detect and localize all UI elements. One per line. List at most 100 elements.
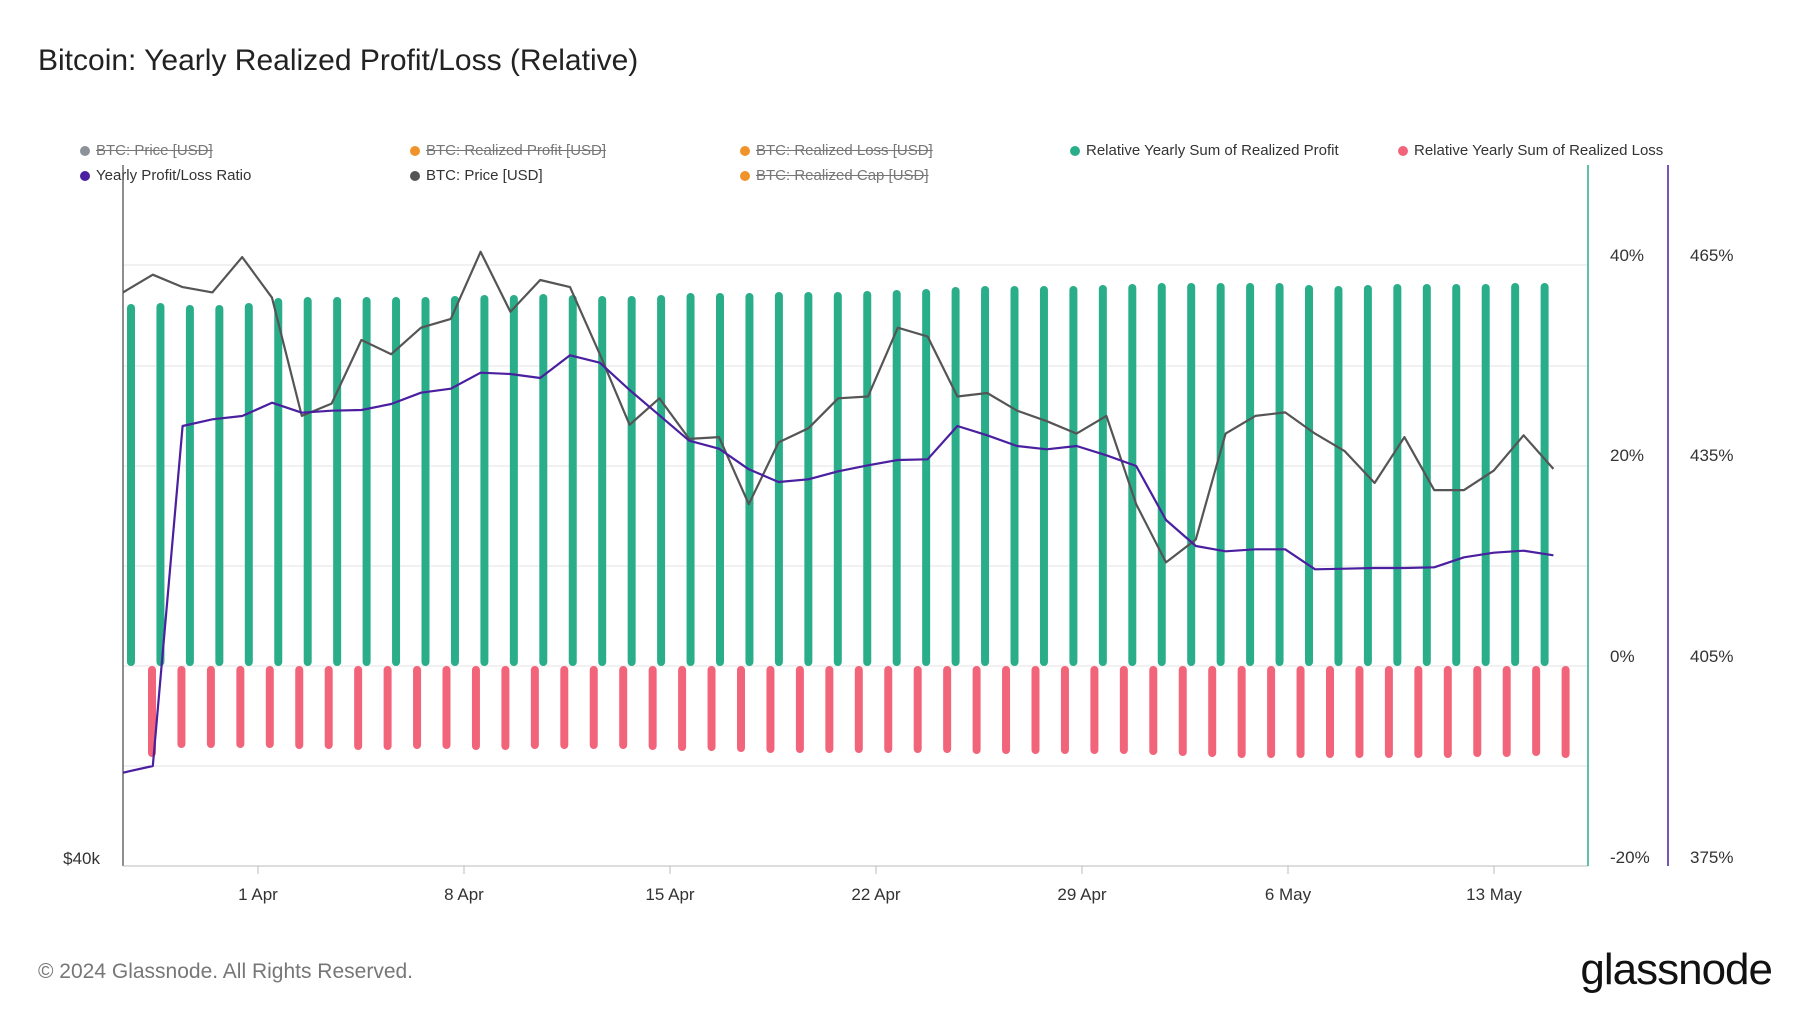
legend-label: BTC: Price [USD] [426,167,543,184]
profit-bar [127,304,135,666]
loss-bar [1443,666,1452,758]
x-tick-label: 8 Apr [444,885,484,904]
profit-bar [539,294,548,666]
profit-bar [1511,283,1520,666]
loss-bar [148,666,156,757]
profit-bar [1039,286,1048,666]
loss-bar [295,666,304,749]
profit-bar [509,295,518,666]
loss-bar [707,666,716,751]
x-tick-label: 15 Apr [645,885,694,904]
profit-bar [303,297,312,666]
loss-bar [236,666,245,748]
legend-item[interactable]: Relative Yearly Sum of Realized Loss [1398,142,1663,159]
profit-bar [274,298,283,666]
profit-bar [686,293,695,666]
chart-title: Bitcoin: Yearly Realized Profit/Loss (Re… [38,44,639,77]
profit-bar [450,296,459,666]
y-tick-label-pct: 40% [1610,246,1644,265]
y-tick-label-pct: -20% [1610,848,1650,867]
loss-bar [854,666,863,753]
profit-bar [922,289,931,666]
profit-bar [480,295,489,666]
profit-bar [1334,286,1343,666]
loss-bar [442,666,451,749]
profit-bar [863,291,872,666]
legend-item[interactable]: BTC: Realized Profit [USD] [410,142,606,159]
profit-bar [362,297,371,666]
loss-bar [825,666,834,753]
loss-bar [1414,666,1423,758]
glassnode-logo: glassnode [1580,945,1773,994]
legend-item[interactable]: Relative Yearly Sum of Realized Profit [1070,142,1339,159]
loss-bar [471,666,480,750]
profit-bar [1393,284,1402,666]
copyright-text: © 2024 Glassnode. All Rights Reserved. [38,960,414,983]
legend-label: Relative Yearly Sum of Realized Loss [1414,142,1664,159]
loss-bar [943,666,952,753]
loss-bar [324,666,333,749]
profit-bar [1246,283,1255,666]
loss-bar [1267,666,1276,758]
profit-bar [1540,283,1549,666]
profit-bar [333,297,342,666]
profit-bar [951,287,960,666]
loss-bar [972,666,981,754]
loss-bar [1296,666,1305,758]
legend-dot-icon [80,170,90,181]
loss-bar [1502,666,1511,757]
loss-bar [1208,666,1217,757]
profit-bar [981,286,990,666]
loss-bar [177,666,186,748]
legend-item[interactable]: Yearly Profit/Loss Ratio [80,167,251,184]
profit-bar [185,305,194,666]
profit-bar [1069,286,1078,666]
loss-bar [884,666,893,753]
loss-bar [413,666,422,749]
legend-dot-icon [1398,145,1408,156]
loss-bar [1355,666,1364,758]
x-tick-label: 13 May [1466,885,1522,904]
legend-item[interactable]: BTC: Realized Cap [USD] [740,167,929,184]
legend-dot-icon [740,170,750,181]
x-tick-label: 1 Apr [238,885,278,904]
legend-dot-icon [80,145,90,156]
profit-bar [1305,285,1313,666]
legend-label: BTC: Price [USD] [96,142,213,159]
loss-bar [1060,666,1069,754]
loss-bar [737,666,745,752]
loss-bar [354,666,363,750]
profit-bar [1010,286,1019,666]
legend-item[interactable]: BTC: Realized Loss [USD] [740,142,933,159]
y-tick-label-price: $40k [63,849,100,868]
profit-bar [568,295,577,666]
y-tick-label-ratio: 405% [1690,647,1733,666]
y-tick-label-pct: 0% [1610,647,1635,666]
loss-bar [265,666,274,748]
loss-bar [1561,666,1570,758]
chart-legend: BTC: Price [USD] BTC: Realized Profit [US… [0,0,1800,200]
profit-bar [716,293,724,666]
loss-bar [530,666,539,749]
profit-bar [892,290,901,666]
profit-bar [1452,284,1461,666]
profit-bar [1216,283,1225,666]
profit-bar [1098,285,1107,666]
profit-bar [392,297,401,666]
price-line [122,250,1555,564]
legend-label: BTC: Realized Loss [USD] [756,142,933,159]
profit-bar [1275,283,1284,666]
loss-bar [648,666,657,750]
loss-bar [678,666,687,751]
loss-bar [1178,666,1187,756]
x-tick-label: 22 Apr [851,885,900,904]
profit-bar [833,292,842,666]
ratio-line [122,354,1554,774]
legend-item[interactable]: BTC: Price [USD] [80,142,213,159]
legend-dot-icon [410,145,420,156]
x-tick-label: 29 Apr [1057,885,1106,904]
profit-bar [1157,283,1166,666]
legend-item[interactable]: BTC: Price [USD] [410,167,543,184]
profit-bar [745,293,754,666]
